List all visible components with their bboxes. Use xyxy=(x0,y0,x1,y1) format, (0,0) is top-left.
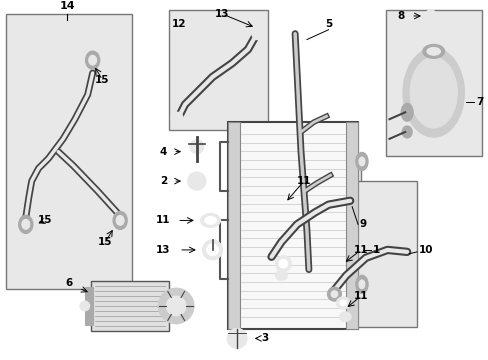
Circle shape xyxy=(158,288,193,324)
Bar xyxy=(90,282,169,330)
Bar xyxy=(324,181,416,327)
Circle shape xyxy=(191,176,202,186)
Text: 10: 10 xyxy=(418,245,432,255)
Text: 3: 3 xyxy=(261,333,268,343)
Circle shape xyxy=(232,333,242,343)
Ellipse shape xyxy=(275,271,286,280)
Text: 11: 11 xyxy=(353,245,367,255)
Ellipse shape xyxy=(424,10,436,22)
Ellipse shape xyxy=(339,300,346,306)
Text: 13: 13 xyxy=(156,245,170,255)
Text: 4: 4 xyxy=(160,147,167,157)
Circle shape xyxy=(166,296,185,316)
Bar xyxy=(346,122,357,329)
Text: 5: 5 xyxy=(324,19,331,29)
Circle shape xyxy=(187,172,205,190)
Text: 1: 1 xyxy=(372,245,379,255)
Bar xyxy=(169,10,267,130)
Bar xyxy=(6,14,132,289)
Ellipse shape xyxy=(339,312,350,322)
Text: 13: 13 xyxy=(215,9,229,19)
Ellipse shape xyxy=(422,45,444,58)
Text: 11: 11 xyxy=(353,291,367,301)
Ellipse shape xyxy=(275,256,290,271)
Ellipse shape xyxy=(116,216,124,225)
Text: 11: 11 xyxy=(296,176,310,186)
Ellipse shape xyxy=(355,275,367,293)
Ellipse shape xyxy=(206,244,218,256)
Ellipse shape xyxy=(171,112,183,124)
Ellipse shape xyxy=(358,280,364,289)
Text: 7: 7 xyxy=(475,98,482,108)
Text: 15: 15 xyxy=(95,75,109,85)
Ellipse shape xyxy=(88,55,96,65)
Ellipse shape xyxy=(22,220,30,229)
Ellipse shape xyxy=(403,48,463,137)
Ellipse shape xyxy=(278,259,287,268)
Circle shape xyxy=(227,329,246,348)
Ellipse shape xyxy=(113,212,127,229)
Text: 6: 6 xyxy=(65,278,73,288)
Ellipse shape xyxy=(409,57,456,128)
Ellipse shape xyxy=(19,216,33,233)
Ellipse shape xyxy=(402,126,411,138)
Text: 15: 15 xyxy=(38,215,53,225)
Bar xyxy=(262,163,360,271)
Ellipse shape xyxy=(251,28,263,40)
Ellipse shape xyxy=(330,291,337,298)
Text: 2: 2 xyxy=(160,176,167,186)
Ellipse shape xyxy=(327,287,341,301)
Circle shape xyxy=(80,301,89,311)
Text: 11: 11 xyxy=(156,215,170,225)
Bar xyxy=(228,122,240,329)
Ellipse shape xyxy=(401,103,412,121)
Text: 9: 9 xyxy=(359,219,366,229)
Ellipse shape xyxy=(85,51,100,69)
Text: 15: 15 xyxy=(98,237,112,247)
Circle shape xyxy=(189,140,203,154)
Bar xyxy=(84,287,92,325)
Ellipse shape xyxy=(355,153,367,170)
Bar xyxy=(385,10,481,156)
Text: 8: 8 xyxy=(397,11,404,21)
Bar xyxy=(228,122,357,329)
Ellipse shape xyxy=(426,48,440,55)
Ellipse shape xyxy=(201,213,220,227)
Ellipse shape xyxy=(204,216,216,224)
Text: 12: 12 xyxy=(172,19,186,29)
Text: 14: 14 xyxy=(59,1,75,11)
Ellipse shape xyxy=(203,240,222,260)
Ellipse shape xyxy=(336,297,349,309)
Ellipse shape xyxy=(358,157,364,166)
